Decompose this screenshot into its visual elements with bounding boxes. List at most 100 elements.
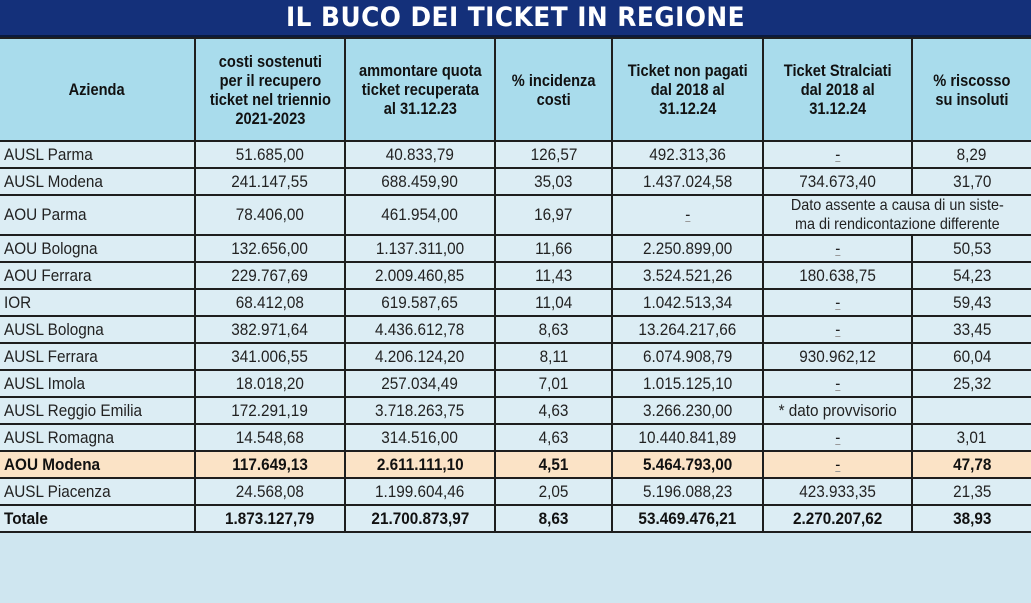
- cell-non-pagati: 10.440.841,89: [611, 423, 764, 452]
- cell-azienda: AUSL Modena: [0, 167, 196, 196]
- cell-ammontare: 2.009.460,85: [344, 261, 496, 290]
- table-row: AUSL Romagna 14.548,68 314.516,00 4,63 1…: [0, 423, 1031, 452]
- cell-costi: 382.971,64: [194, 315, 346, 344]
- table-row: AOU Parma 78.406,00 461.954,00 16,97 - D…: [0, 194, 1031, 236]
- cell-non-pagati: 13.264.217,66: [611, 315, 764, 344]
- cell-non-pagati: 1.437.024,58: [611, 167, 764, 196]
- cell-azienda: AUSL Piacenza: [0, 477, 196, 506]
- header-azienda: Azienda: [0, 37, 196, 142]
- cell-non-pagati: 3.266.230,00: [611, 396, 764, 425]
- cell-riscosso: 33,45: [911, 315, 1031, 344]
- ticket-table: Azienda costi sostenuti per il recupero ti…: [0, 37, 1031, 533]
- table-row-highlighted: AOU Modena 117.649,13 2.611.111,10 4,51 …: [0, 450, 1031, 479]
- table-row: AUSL Piacenza 24.568,08 1.199.604,46 2,0…: [0, 477, 1031, 506]
- header-label: % incidenza costi: [511, 70, 596, 109]
- cell-incidenza: 16,97: [494, 194, 613, 236]
- cell-riscosso: 31,70: [911, 167, 1031, 196]
- cell-ammontare: 257.034,49: [344, 369, 496, 398]
- cell-stralciati: 180.638,75: [762, 261, 913, 290]
- cell-costi: 229.767,69: [194, 261, 346, 290]
- cell-azienda: AOU Parma: [0, 194, 196, 236]
- cell-azienda: AUSL Imola: [0, 369, 196, 398]
- table-row: IOR 68.412,08 619.587,65 11,04 1.042.513…: [0, 288, 1031, 317]
- table-row: AUSL Bologna 382.971,64 4.436.612,78 8,6…: [0, 315, 1031, 344]
- header-row: Azienda costi sostenuti per il recupero ti…: [0, 37, 1031, 142]
- cell-azienda: AOU Bologna: [0, 234, 196, 263]
- cell-non-pagati: 2.250.899,00: [611, 234, 764, 263]
- header-label: Azienda: [68, 80, 126, 99]
- header-costi-sostenuti: costi sostenuti per il recupero ticket nel…: [194, 37, 346, 142]
- cell-stralciati: -: [762, 450, 913, 479]
- cell-ammontare: 688.459,90: [344, 167, 496, 196]
- cell-costi: 241.147,55: [194, 167, 346, 196]
- cell-stralciati: 930.962,12: [762, 342, 913, 371]
- cell-riscosso: 47,78: [911, 450, 1031, 479]
- cell-riscosso: 21,35: [911, 477, 1031, 506]
- cell-azienda: AUSL Romagna: [0, 423, 196, 452]
- table-row: AOU Ferrara 229.767,69 2.009.460,85 11,4…: [0, 261, 1031, 290]
- cell-costi: 1.873.127,79: [194, 504, 346, 533]
- cell-costi: 132.656,00: [194, 234, 346, 263]
- cell-ammontare: 619.587,65: [344, 288, 496, 317]
- header-label: Ticket non pagati dal 2018 al 31.12.24: [627, 61, 748, 118]
- cell-riscosso: 50,53: [911, 234, 1031, 263]
- cell-non-pagati: 5.464.793,00: [611, 450, 764, 479]
- table-row: AUSL Modena 241.147,55 688.459,90 35,03 …: [0, 167, 1031, 196]
- cell-incidenza: 8,11: [494, 342, 613, 371]
- cell-incidenza: 7,01: [494, 369, 613, 398]
- cell-stralciati: 734.673,40: [762, 167, 913, 196]
- cell-azienda: AUSL Ferrara: [0, 342, 196, 371]
- cell-incidenza: 4,63: [494, 396, 613, 425]
- cell-non-pagati: 492.313,36: [611, 140, 764, 169]
- cell-costi: 117.649,13: [194, 450, 346, 479]
- cell-incidenza: 11,04: [494, 288, 613, 317]
- cell-stralciati: -: [762, 423, 913, 452]
- cell-incidenza: 4,51: [494, 450, 613, 479]
- cell-costi: 24.568,08: [194, 477, 346, 506]
- cell-stralciati: 2.270.207,62: [762, 504, 913, 533]
- table-row: AUSL Parma 51.685,00 40.833,79 126,57 49…: [0, 140, 1031, 169]
- cell-stralciati: -: [762, 234, 913, 263]
- header-label: ammontare quota ticket recuperata al 31.12…: [358, 61, 482, 118]
- cell-non-pagati: 53.469.476,21: [611, 504, 764, 533]
- cell-ammontare: 3.718.263,75: [344, 396, 496, 425]
- cell-azienda: IOR: [0, 288, 196, 317]
- header-label: % riscosso su insoluti: [933, 70, 1011, 109]
- cell-stralciati: -: [762, 288, 913, 317]
- cell-incidenza: 11,43: [494, 261, 613, 290]
- cell-riscosso: 60,04: [911, 342, 1031, 371]
- cell-riscosso: 8,29: [911, 140, 1031, 169]
- cell-costi: 341.006,55: [194, 342, 346, 371]
- cell-incidenza: 126,57: [494, 140, 613, 169]
- header-ticket-stralciati: Ticket Stralciati dal 2018 al 31.12.24: [762, 37, 913, 142]
- header-ammontare-recuperato: ammontare quota ticket recuperata al 31.12…: [344, 37, 496, 142]
- cell-azienda: AUSL Reggio Emilia: [0, 396, 196, 425]
- cell-incidenza: 8,63: [494, 315, 613, 344]
- cell-ammontare: 461.954,00: [344, 194, 496, 236]
- cell-incidenza: 11,66: [494, 234, 613, 263]
- table-row: AOU Bologna 132.656,00 1.137.311,00 11,6…: [0, 234, 1031, 263]
- cell-riscosso: 59,43: [911, 288, 1031, 317]
- header-label: Ticket Stralciati dal 2018 al 31.12.24: [783, 61, 892, 118]
- cell-non-pagati: 6.074.908,79: [611, 342, 764, 371]
- cell-stralciati: 423.933,35: [762, 477, 913, 506]
- cell-non-pagati: 5.196.088,23: [611, 477, 764, 506]
- cell-incidenza: 4,63: [494, 423, 613, 452]
- cell-non-pagati: 1.015.125,10: [611, 369, 764, 398]
- cell-ammontare: 4.206.124,20: [344, 342, 496, 371]
- cell-azienda: Totale: [0, 504, 196, 533]
- cell-stralciati: -: [762, 369, 913, 398]
- cell-costi: 18.018,20: [194, 369, 346, 398]
- cell-azienda: AOU Modena: [0, 450, 196, 479]
- cell-riscosso: 25,32: [911, 369, 1031, 398]
- cell-incidenza: 8,63: [494, 504, 613, 533]
- cell-incidenza: 2,05: [494, 477, 613, 506]
- missing-data-note: Dato assente a causa di un siste-ma di r…: [762, 194, 1031, 236]
- page-title: IL BUCO DEI TICKET IN REGIONE: [285, 2, 746, 33]
- cell-costi: 78.406,00: [194, 194, 346, 236]
- provisional-data-note: * dato provvisorio: [762, 396, 913, 425]
- cell-costi: 51.685,00: [194, 140, 346, 169]
- header-label: costi sostenuti per il recupero ticket nel…: [209, 51, 331, 128]
- cell-riscosso: 54,23: [911, 261, 1031, 290]
- header-ticket-non-pagati: Ticket non pagati dal 2018 al 31.12.24: [611, 37, 764, 142]
